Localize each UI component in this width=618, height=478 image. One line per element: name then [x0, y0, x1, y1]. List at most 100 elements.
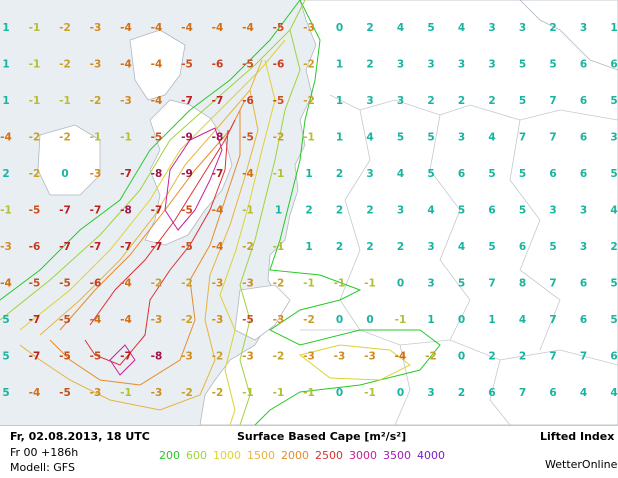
lifted-index-value: -3: [120, 95, 132, 107]
lifted-index-value: 5: [549, 241, 556, 253]
lifted-index-value: 6: [580, 95, 587, 107]
lifted-index-value: 2: [488, 351, 495, 363]
lifted-index-value: -4: [212, 22, 224, 34]
lifted-index-value: 3: [366, 95, 373, 107]
lifted-index-value: -4: [395, 351, 407, 363]
lifted-index-value: -7: [120, 168, 132, 180]
legend-item: 2500: [315, 449, 343, 462]
lifted-index-value: -6: [29, 241, 41, 253]
model-name: Modell: GFS: [10, 461, 75, 474]
legend-item: 600: [186, 449, 207, 462]
lifted-index-value: -1: [29, 22, 41, 34]
lifted-index-value: -2: [29, 132, 41, 144]
lifted-index-value: 0: [336, 387, 343, 399]
lifted-index-value: -1: [59, 95, 71, 107]
lifted-index-value: -3: [212, 278, 224, 290]
lifted-index-value: 2: [397, 241, 404, 253]
lifted-index-value: 1: [336, 132, 343, 144]
legend-item: 3000: [349, 449, 377, 462]
lifted-index-value: -7: [90, 241, 102, 253]
lifted-index-value: 6: [549, 387, 556, 399]
lifted-index-value: -2: [181, 314, 193, 326]
lifted-index-value: -3: [212, 314, 224, 326]
lifted-index-value: 4: [458, 22, 465, 34]
lifted-index-value: 5: [488, 241, 495, 253]
lifted-index-value: 6: [488, 205, 495, 217]
lifted-index-value: 5: [549, 59, 556, 71]
map-footer: Fr, 02.08.2013, 18 UTC Fr 00 +186h Model…: [0, 426, 618, 478]
lifted-index-labels: 1 -1 -2 -3 -4 -4 -4 -4 -4 -5 -3 0 2 4 5 4 3 3 2 3 1 1 -1 -2 -3 -4…: [0, 22, 617, 399]
lifted-index-value: 3: [397, 95, 404, 107]
lifted-index-value: -3: [303, 22, 315, 34]
lifted-index-value: 1: [2, 59, 9, 71]
lifted-index-value: -7: [212, 95, 224, 107]
lifted-index-value: 3: [580, 22, 587, 34]
lifted-index-value: 4: [427, 205, 434, 217]
lifted-index-value: 5: [610, 278, 617, 290]
lifted-index-value: 3: [427, 241, 434, 253]
lifted-index-value: -5: [90, 351, 102, 363]
weather-map: 1 -1 -2 -3 -4 -4 -4 -4 -4 -5 -3 0 2 4 5 4 3 3 2 3 1 1 -1 -2 -3 -4…: [0, 0, 618, 426]
britain-north-land: [129, 29, 186, 101]
lifted-index-value: 6: [610, 59, 617, 71]
lifted-index-value: -1: [90, 132, 102, 144]
lifted-index-value: 3: [427, 59, 434, 71]
lifted-index-value: -1: [303, 387, 315, 399]
lifted-index-value: -4: [90, 314, 102, 326]
lifted-index-value: -3: [242, 351, 254, 363]
lifted-index-value: 2: [336, 168, 343, 180]
lifted-index-value: -4: [212, 205, 224, 217]
lifted-index-value: 3: [427, 387, 434, 399]
lifted-index-value: 1: [488, 314, 495, 326]
lifted-index-value: 1: [305, 168, 312, 180]
forecast-run: Fr 00 +186h: [10, 446, 79, 459]
lifted-index-value: -4: [120, 22, 132, 34]
lifted-index-value: 0: [458, 314, 465, 326]
lifted-index-value: 5: [458, 205, 465, 217]
lifted-index-value: -5: [29, 278, 41, 290]
lifted-index-value: 1: [2, 22, 9, 34]
lifted-index-value: 4: [458, 241, 465, 253]
lifted-index-value: 4: [397, 22, 404, 34]
lifted-index-value: -1: [334, 278, 346, 290]
lifted-index-value: -1: [242, 205, 254, 217]
lifted-index-value: 3: [458, 59, 465, 71]
lifted-index-value: -7: [90, 205, 102, 217]
lifted-index-value: -2: [273, 132, 285, 144]
lifted-index-value: -5: [242, 59, 254, 71]
lifted-index-value: -3: [334, 351, 346, 363]
lifted-index-value: 3: [427, 278, 434, 290]
brand-logo-text: WetterOnline: [545, 458, 618, 471]
lifted-index-value: 6: [519, 241, 526, 253]
lifted-index-value: 5: [2, 387, 9, 399]
lifted-index-value: -3: [364, 351, 376, 363]
lifted-index-value: 6: [580, 278, 587, 290]
lifted-index-value: 7: [580, 351, 587, 363]
lifted-index-value: -1: [273, 241, 285, 253]
lifted-index-value: 2: [366, 205, 373, 217]
lifted-index-value: -3: [90, 59, 102, 71]
lifted-index-value: 1: [610, 22, 617, 34]
lifted-index-value: 3: [488, 59, 495, 71]
lifted-index-value: -3: [90, 168, 102, 180]
lifted-index-value: -1: [273, 168, 285, 180]
lifted-index-value: -7: [151, 241, 163, 253]
lifted-index-value: -2: [303, 59, 315, 71]
lifted-index-value: -4: [212, 241, 224, 253]
lifted-index-value: 5: [2, 351, 9, 363]
lifted-index-value: -2: [425, 351, 437, 363]
lifted-index-value: -5: [29, 205, 41, 217]
lifted-index-value: -4: [120, 278, 132, 290]
lifted-index-value: 3: [549, 205, 556, 217]
lifted-index-value: -2: [151, 278, 163, 290]
lifted-index-value: 2: [366, 22, 373, 34]
legend-item: 2000: [281, 449, 309, 462]
lifted-index-value: -1: [120, 132, 132, 144]
lifted-index-value: 6: [580, 314, 587, 326]
lifted-index-value: 7: [549, 278, 556, 290]
lifted-index-value: 4: [610, 387, 617, 399]
lifted-index-value: 6: [580, 59, 587, 71]
lifted-index-value: -4: [120, 314, 132, 326]
lifted-index-value: 4: [397, 168, 404, 180]
lifted-index-value: -1: [0, 205, 12, 217]
